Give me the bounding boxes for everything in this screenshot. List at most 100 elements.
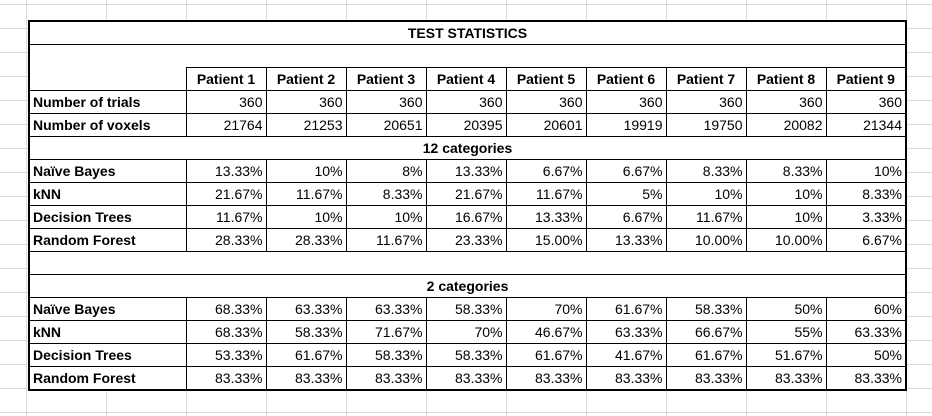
data-cell[interactable]: 63.33%	[345, 297, 427, 321]
row-label[interactable]: Naïve Bayes	[28, 297, 187, 321]
data-cell[interactable]: 23.33%	[425, 228, 507, 252]
empty-header-cell[interactable]	[29, 67, 187, 91]
data-cell[interactable]: 19750	[665, 113, 747, 137]
empty-cell[interactable]	[29, 252, 906, 275]
data-cell[interactable]: 50%	[745, 297, 827, 321]
data-cell[interactable]: 13.33%	[505, 205, 587, 229]
data-cell[interactable]: 360	[505, 90, 587, 114]
column-header[interactable]: Patient 2	[265, 67, 347, 91]
data-cell[interactable]: 6.67%	[505, 159, 587, 183]
data-cell[interactable]: 8.33%	[745, 159, 827, 183]
data-cell[interactable]: 21764	[185, 113, 267, 137]
data-cell[interactable]: 3.33%	[825, 205, 907, 229]
column-header[interactable]: Patient 1	[185, 67, 267, 91]
row-label[interactable]: kNN	[28, 320, 187, 344]
data-cell[interactable]: 41.67%	[585, 343, 667, 367]
column-header[interactable]: Patient 9	[825, 67, 907, 91]
column-header[interactable]: Patient 6	[585, 67, 667, 91]
data-cell[interactable]: 21.67%	[185, 182, 267, 206]
data-cell[interactable]: 58.33%	[665, 297, 747, 321]
data-cell[interactable]: 8.33%	[665, 159, 747, 183]
data-cell[interactable]: 360	[585, 90, 667, 114]
data-cell[interactable]: 13.33%	[425, 159, 507, 183]
data-cell[interactable]: 16.67%	[425, 205, 507, 229]
table-title[interactable]: TEST STATISTICS	[29, 21, 906, 45]
data-cell[interactable]: 63.33%	[585, 320, 667, 344]
data-cell[interactable]: 83.33%	[505, 366, 587, 391]
data-cell[interactable]: 360	[665, 90, 747, 114]
data-cell[interactable]: 60%	[825, 297, 907, 321]
data-cell[interactable]: 11.67%	[505, 182, 587, 206]
column-header[interactable]: Patient 8	[745, 67, 827, 91]
empty-cell[interactable]	[29, 45, 906, 68]
data-cell[interactable]: 21344	[825, 113, 907, 137]
data-cell[interactable]: 6.67%	[585, 159, 667, 183]
data-cell[interactable]: 70%	[505, 297, 587, 321]
column-header[interactable]: Patient 4	[425, 67, 507, 91]
data-cell[interactable]: 70%	[425, 320, 507, 344]
data-cell[interactable]: 11.67%	[345, 228, 427, 252]
data-cell[interactable]: 360	[185, 90, 267, 114]
data-cell[interactable]: 51.67%	[745, 343, 827, 367]
data-cell[interactable]: 11.67%	[185, 205, 267, 229]
data-cell[interactable]: 5%	[585, 182, 667, 206]
data-cell[interactable]: 61.67%	[505, 343, 587, 367]
data-cell[interactable]: 360	[745, 90, 827, 114]
row-label[interactable]: Decision Trees	[28, 205, 187, 229]
data-cell[interactable]: 360	[265, 90, 347, 114]
data-cell[interactable]: 20651	[345, 113, 427, 137]
data-cell[interactable]: 10%	[745, 205, 827, 229]
data-cell[interactable]: 20395	[425, 113, 507, 137]
data-cell[interactable]: 360	[425, 90, 507, 114]
data-cell[interactable]: 53.33%	[185, 343, 267, 367]
data-cell[interactable]: 58.33%	[345, 343, 427, 367]
data-cell[interactable]: 6.67%	[585, 205, 667, 229]
data-cell[interactable]: 83.33%	[825, 366, 907, 391]
data-cell[interactable]: 58.33%	[425, 343, 507, 367]
data-cell[interactable]: 10%	[665, 182, 747, 206]
data-cell[interactable]: 13.33%	[185, 159, 267, 183]
data-cell[interactable]: 28.33%	[185, 228, 267, 252]
data-cell[interactable]: 66.67%	[665, 320, 747, 344]
row-label[interactable]: Number of voxels	[28, 113, 187, 137]
data-cell[interactable]: 8%	[345, 159, 427, 183]
data-cell[interactable]: 68.33%	[185, 320, 267, 344]
data-cell[interactable]: 6.67%	[825, 228, 907, 252]
column-header[interactable]: Patient 5	[505, 67, 587, 91]
section-heading[interactable]: 2 categories	[29, 274, 906, 298]
data-cell[interactable]: 61.67%	[665, 343, 747, 367]
data-cell[interactable]: 360	[345, 90, 427, 114]
data-cell[interactable]: 11.67%	[665, 205, 747, 229]
data-cell[interactable]: 21.67%	[425, 182, 507, 206]
row-label[interactable]: Number of trials	[28, 90, 187, 114]
data-cell[interactable]: 68.33%	[185, 297, 267, 321]
row-label[interactable]: Random Forest	[28, 366, 187, 391]
data-cell[interactable]: 50%	[825, 343, 907, 367]
data-cell[interactable]: 10%	[345, 205, 427, 229]
data-cell[interactable]: 83.33%	[265, 366, 347, 391]
data-cell[interactable]: 83.33%	[345, 366, 427, 391]
section-heading[interactable]: 12 categories	[29, 136, 906, 160]
data-cell[interactable]: 11.67%	[265, 182, 347, 206]
data-cell[interactable]: 83.33%	[665, 366, 747, 391]
data-cell[interactable]: 58.33%	[265, 320, 347, 344]
column-header[interactable]: Patient 3	[345, 67, 427, 91]
data-cell[interactable]: 83.33%	[745, 366, 827, 391]
data-cell[interactable]: 19919	[585, 113, 667, 137]
row-label[interactable]: Random Forest	[28, 228, 187, 252]
data-cell[interactable]: 63.33%	[265, 297, 347, 321]
data-cell[interactable]: 15.00%	[505, 228, 587, 252]
row-label[interactable]: Decision Trees	[28, 343, 187, 367]
column-header[interactable]: Patient 7	[665, 67, 747, 91]
data-cell[interactable]: 8.33%	[345, 182, 427, 206]
data-cell[interactable]: 61.67%	[585, 297, 667, 321]
data-cell[interactable]: 28.33%	[265, 228, 347, 252]
data-cell[interactable]: 83.33%	[185, 366, 267, 391]
data-cell[interactable]: 10%	[265, 205, 347, 229]
data-cell[interactable]: 71.67%	[345, 320, 427, 344]
data-cell[interactable]: 10%	[825, 159, 907, 183]
data-cell[interactable]: 61.67%	[265, 343, 347, 367]
row-label[interactable]: kNN	[28, 182, 187, 206]
data-cell[interactable]: 10%	[265, 159, 347, 183]
data-cell[interactable]: 13.33%	[585, 228, 667, 252]
